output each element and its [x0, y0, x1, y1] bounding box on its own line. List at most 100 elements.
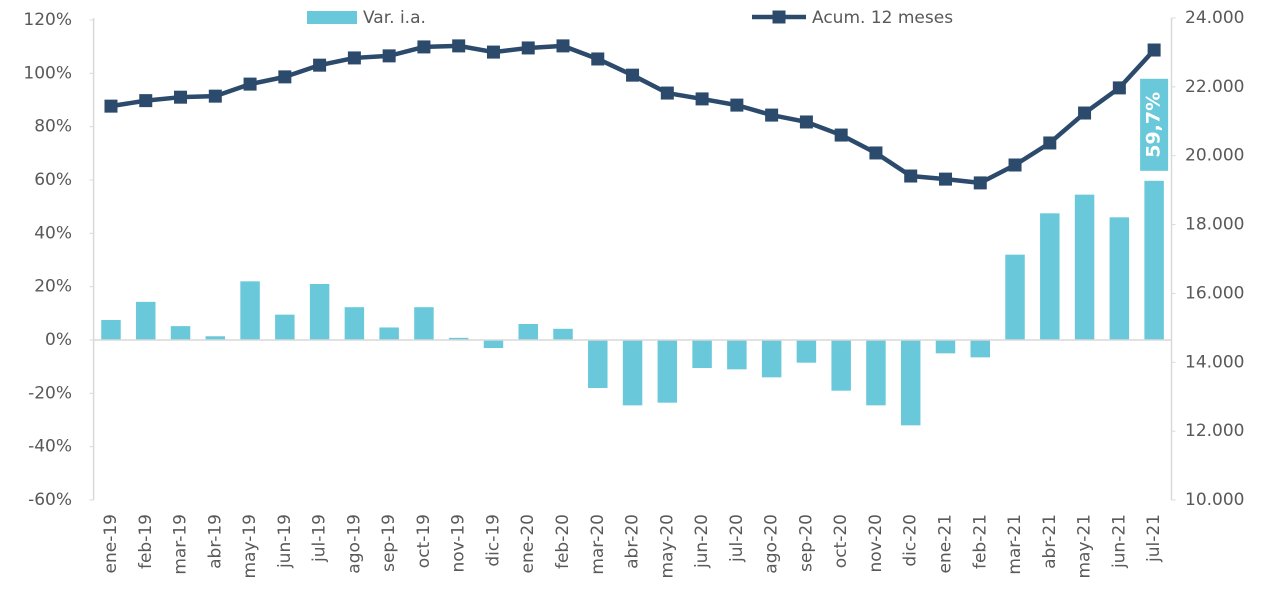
x-tick-label: ene-20: [518, 514, 538, 573]
x-tick-label: mar-19: [171, 514, 191, 575]
marker: [695, 92, 709, 106]
y-tick-label: 0%: [45, 330, 72, 350]
bar: [866, 340, 886, 406]
bar: [170, 326, 191, 340]
x-tick-label: may-21: [1075, 514, 1095, 579]
bar: [1074, 194, 1095, 340]
x-tick-label: jun-21: [1109, 514, 1129, 569]
y2-tick-label: 24.000: [1185, 8, 1244, 28]
x-tick-label: dic-19: [483, 514, 503, 567]
marker: [765, 108, 779, 122]
bar: [483, 340, 504, 348]
marker: [1008, 158, 1022, 172]
bar: [205, 336, 226, 340]
bar: [309, 284, 330, 340]
data-label-box: [1140, 78, 1169, 171]
x-tick-label: jul-19: [310, 514, 330, 563]
bar: [796, 340, 817, 363]
marker: [104, 99, 118, 113]
bar: [692, 340, 712, 368]
y-tick-label: 40%: [34, 223, 72, 243]
marker: [799, 115, 813, 129]
x-tick-label: may-19: [240, 514, 260, 579]
marker: [139, 94, 153, 108]
legend-swatch: [307, 11, 357, 24]
marker: [313, 58, 327, 72]
legend-label: Var. i.a.: [363, 8, 426, 28]
marker: [417, 40, 431, 54]
marker: [243, 77, 257, 91]
marker: [1147, 43, 1161, 57]
x-tick-label: feb-19: [136, 514, 156, 569]
y2-tick-label: 10.000: [1185, 490, 1244, 510]
x-tick-label: feb-20: [553, 514, 573, 569]
bar: [831, 340, 851, 391]
y2-tick-label: 22.000: [1185, 77, 1244, 97]
line: [110, 43, 1156, 186]
bar: [761, 340, 782, 378]
bar: [518, 324, 538, 340]
marker: [973, 176, 987, 190]
data-label: 59,7%: [1143, 92, 1165, 158]
bar: [588, 340, 608, 388]
x-tick-label: mar-21: [1005, 514, 1025, 575]
x-tick-label: may-20: [657, 514, 677, 579]
x-tick-label: abr-19: [205, 514, 225, 569]
x-tick-label: jul-20: [727, 514, 747, 563]
bar: [970, 340, 990, 358]
bar: [448, 337, 469, 340]
y-tick-label: -40%: [28, 437, 72, 457]
bar: [727, 340, 747, 370]
marker: [1043, 136, 1057, 150]
bar: [414, 307, 434, 340]
marker: [174, 90, 188, 104]
marker: [660, 86, 674, 100]
bar: [344, 307, 365, 340]
marker: [347, 51, 361, 65]
marker: [382, 49, 396, 63]
x-tick-label: ene-19: [101, 514, 121, 573]
x-tick-label: nov-19: [449, 514, 469, 573]
bar: [900, 340, 921, 426]
y-tick-label: 60%: [34, 170, 72, 190]
x-tick-label: dic-20: [901, 514, 921, 567]
y2-tick-label: 14.000: [1185, 352, 1244, 372]
x-tick-label: jun-19: [275, 514, 295, 569]
x-tick-label: oct-19: [414, 514, 434, 568]
y-tick-label: 120%: [23, 10, 72, 30]
x-tick-label: oct-20: [831, 514, 851, 568]
x-tick-label: ene-21: [935, 514, 955, 573]
bar: [1109, 217, 1130, 340]
x-tick-label: ago-20: [762, 514, 782, 574]
marker: [938, 172, 952, 186]
bar: [1005, 254, 1025, 340]
y2-tick-label: 18.000: [1185, 215, 1244, 235]
marker: [904, 169, 918, 183]
y2-tick-label: 16.000: [1185, 283, 1244, 303]
marker: [486, 45, 500, 59]
bar: [622, 340, 643, 406]
marker: [591, 52, 605, 66]
y-tick-label: -20%: [28, 383, 72, 403]
marker: [869, 146, 883, 160]
marker: [834, 128, 848, 142]
x-tick-label: feb-21: [970, 514, 990, 569]
bar: [275, 314, 295, 340]
x-tick-label: ago-19: [344, 514, 364, 574]
x-tick-label: abr-21: [1040, 514, 1060, 569]
bar: [1144, 180, 1164, 340]
y-tick-label: -60%: [28, 490, 72, 510]
legend-label: Acum. 12 meses: [812, 8, 953, 28]
bar: [1040, 213, 1060, 340]
x-tick-label: sep-19: [379, 514, 399, 572]
marker: [278, 70, 292, 84]
marker: [452, 39, 466, 53]
y2-tick-label: 12.000: [1185, 421, 1244, 441]
bar: [935, 340, 956, 354]
y-tick-label: 100%: [23, 63, 72, 83]
bar: [136, 301, 156, 340]
bar: [657, 340, 678, 403]
x-tick-label: mar-20: [588, 514, 608, 575]
marker: [1078, 106, 1092, 120]
bar: [553, 328, 573, 340]
